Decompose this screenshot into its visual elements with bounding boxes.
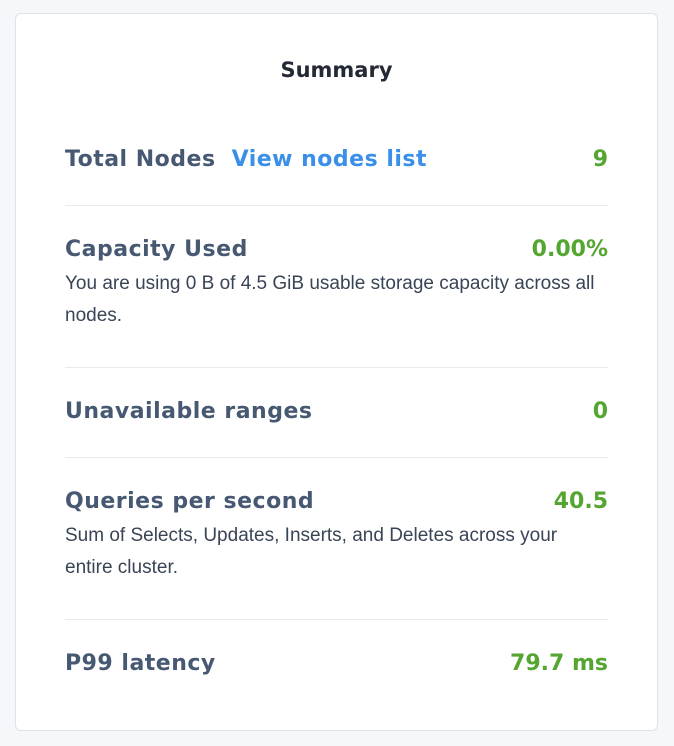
queries-per-second-row: Queries per second 40.5 Sum of Selects, …	[65, 489, 608, 620]
p99-latency-row: P99 latency 79.7 ms	[65, 651, 608, 691]
unavailable-ranges-value: 0	[592, 399, 608, 424]
summary-title: Summary	[280, 58, 393, 82]
total-nodes-row: Total Nodes View nodes list 9	[65, 147, 608, 206]
view-nodes-list-link[interactable]: View nodes list	[231, 147, 428, 172]
queries-per-second-description: Sum of Selects, Updates, Inserts, and De…	[65, 525, 558, 578]
p99-latency-label: P99 latency	[65, 651, 216, 676]
capacity-used-row: Capacity Used 0.00% You are using 0 B of…	[65, 237, 608, 368]
summary-card: Summary Total Nodes View nodes list 9 Cap…	[15, 13, 658, 731]
total-nodes-value: 9	[592, 147, 608, 172]
p99-latency-value: 79.7 ms	[510, 651, 608, 676]
queries-per-second-value: 40.5	[553, 489, 608, 514]
capacity-used-label: Capacity Used	[65, 237, 248, 262]
total-nodes-label: Total Nodes	[65, 147, 216, 172]
unavailable-ranges-row: Unavailable ranges 0	[65, 399, 608, 458]
unavailable-ranges-label: Unavailable ranges	[65, 399, 313, 424]
capacity-used-description: You are using 0 B of 4.5 GiB usable stor…	[65, 273, 595, 326]
queries-per-second-label: Queries per second	[65, 489, 315, 514]
capacity-used-value: 0.00%	[531, 237, 608, 262]
